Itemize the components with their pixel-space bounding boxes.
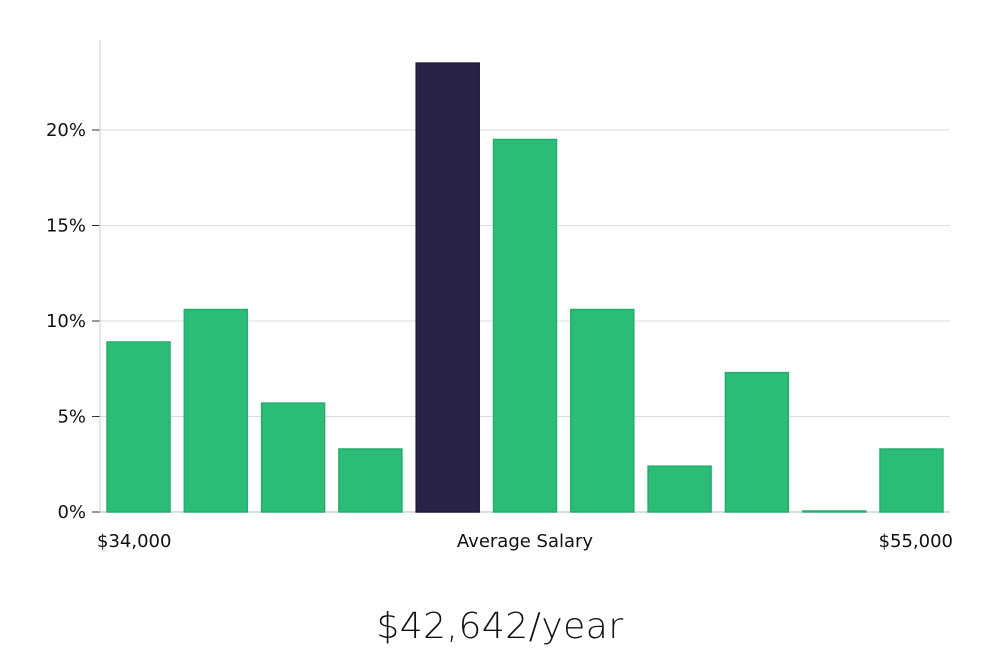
y-tick-labels: 0% 5% 10% 15% 20% <box>46 120 86 523</box>
y-tick-label: 15% <box>46 216 86 237</box>
bar <box>492 138 558 513</box>
bar <box>106 341 171 513</box>
x-label-average: Average Salary <box>457 531 594 552</box>
x-label-min: $34,000 <box>97 531 171 552</box>
bar <box>724 371 790 513</box>
y-tick-label: 0% <box>57 502 86 523</box>
bar-average-salary <box>415 62 480 513</box>
x-label-max: $55,000 <box>879 531 953 552</box>
bar <box>801 510 867 513</box>
y-tick-label: 10% <box>46 311 86 332</box>
y-tick-label: 20% <box>46 120 86 141</box>
bar <box>879 448 944 513</box>
y-tick-label: 5% <box>57 407 86 428</box>
bar <box>338 448 403 513</box>
bar <box>647 465 712 513</box>
bar <box>570 308 635 513</box>
bar <box>260 402 326 513</box>
bars <box>106 62 944 513</box>
average-salary-value: $42,642/year <box>376 606 624 647</box>
bar <box>183 308 249 513</box>
salary-histogram: 0% 5% 10% 15% 20% $34,000 Average Salary $55… <box>46 40 953 552</box>
